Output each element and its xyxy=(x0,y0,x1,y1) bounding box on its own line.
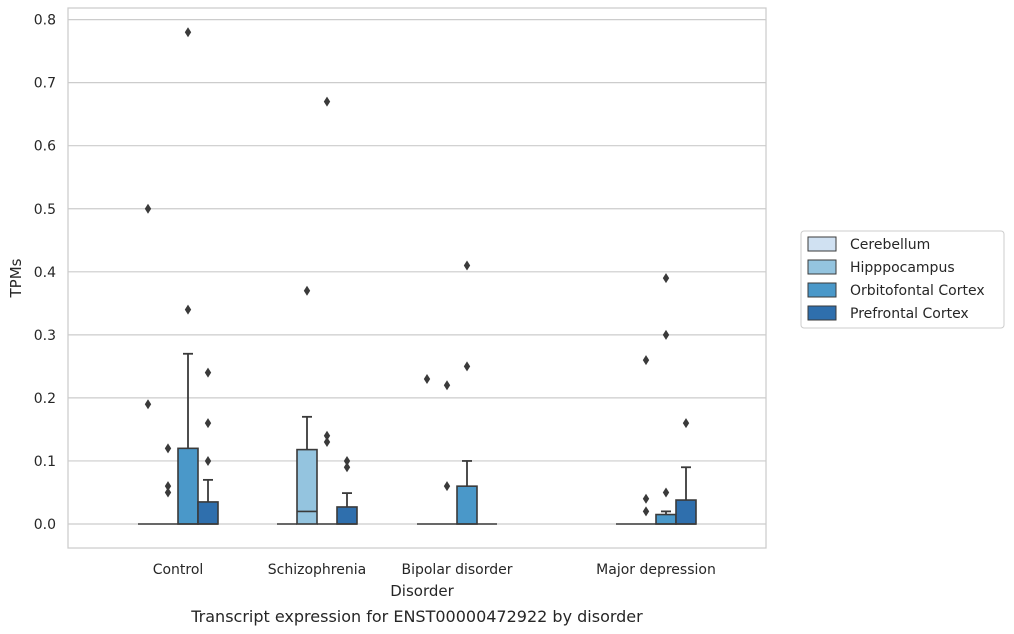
outlier-point xyxy=(164,443,172,454)
x-tick-labels: Control Schizophrenia Bipolar disorder Majo… xyxy=(153,562,716,578)
y-tick-label: 0.8 xyxy=(34,13,56,29)
legend-frame xyxy=(800,230,1005,329)
box-group xyxy=(456,260,478,525)
outlier-point xyxy=(204,367,212,378)
legend-swatch xyxy=(807,305,837,321)
box-group xyxy=(317,96,337,525)
outlier-point xyxy=(204,455,212,466)
y-tick-label: 0.4 xyxy=(34,265,56,281)
outlier-point xyxy=(463,361,471,372)
legend-item: Cerebellum xyxy=(807,236,930,253)
box xyxy=(456,485,478,525)
legend-item: Prefrontal Cortex xyxy=(807,305,969,322)
box-group xyxy=(336,455,358,525)
outlier-point xyxy=(164,481,172,492)
box xyxy=(197,501,219,525)
plot-area-frame xyxy=(67,7,767,549)
box-group xyxy=(675,418,697,525)
box xyxy=(655,513,677,525)
outlier-point xyxy=(443,481,451,492)
outlier-point xyxy=(682,418,690,429)
x-tick-label: Control xyxy=(153,562,204,578)
outlier-point xyxy=(303,285,311,296)
box-group xyxy=(158,443,178,525)
legend-items: Cerebellum Hipppocampus Orbitofontal Corte… xyxy=(807,236,985,322)
chart-caption: Transcript expression for ENST0000047292… xyxy=(190,607,643,626)
outlier-point xyxy=(642,506,650,517)
y-tick-labels: 0.0 0.1 0.2 0.3 0.4 0.5 0.6 0.7 0.8 xyxy=(34,13,56,533)
x-tick-label: Bipolar disorder xyxy=(401,562,512,578)
outlier-point xyxy=(144,203,152,214)
box-group xyxy=(437,380,457,525)
x-tick-label: Major depression xyxy=(596,562,716,578)
y-tick-label: 0.3 xyxy=(34,328,56,344)
y-tick-label: 0.1 xyxy=(34,454,56,470)
y-tick-label: 0.2 xyxy=(34,391,56,407)
outlier-point xyxy=(343,462,351,473)
outlier-point xyxy=(184,304,192,315)
box-group xyxy=(655,273,677,525)
legend-swatch xyxy=(807,282,837,298)
legend-swatch xyxy=(807,259,837,275)
x-axis-label: Disorder xyxy=(390,582,454,600)
legend-label: Hipppocampus xyxy=(850,260,955,276)
box-group xyxy=(636,355,656,525)
outlier-point xyxy=(323,96,331,107)
outlier-point xyxy=(662,329,670,340)
box-group xyxy=(197,367,219,525)
box xyxy=(296,448,318,525)
outlier-point xyxy=(662,273,670,284)
x-tick-label: Schizophrenia xyxy=(268,562,366,578)
boxes xyxy=(138,27,697,525)
legend-swatch xyxy=(807,236,837,252)
outlier-point xyxy=(443,380,451,391)
outlier-point xyxy=(204,418,212,429)
outlier-point xyxy=(642,355,650,366)
box xyxy=(675,499,697,525)
legend-label: Prefrontal Cortex xyxy=(850,306,969,322)
y-tick-label: 0.0 xyxy=(34,517,56,533)
box-group xyxy=(417,373,437,525)
outlier-point xyxy=(343,455,351,466)
outlier-point xyxy=(662,487,670,498)
legend: Cerebellum Hipppocampus Orbitofontal Corte… xyxy=(800,230,1005,329)
box-group xyxy=(296,285,318,525)
outlier-point xyxy=(423,373,431,384)
outlier-point xyxy=(323,437,331,448)
box xyxy=(336,506,358,525)
outlier-point xyxy=(463,260,471,271)
y-tick-label: 0.6 xyxy=(34,139,56,155)
box-group xyxy=(138,203,158,525)
outlier-point xyxy=(164,487,172,498)
outlier-point xyxy=(642,493,650,504)
legend-label: Cerebellum xyxy=(850,237,930,253)
y-tick-label: 0.5 xyxy=(34,202,56,218)
legend-label: Orbitofontal Cortex xyxy=(850,283,985,299)
y-tick-label: 0.7 xyxy=(34,76,56,92)
legend-item: Hipppocampus xyxy=(807,259,955,276)
y-axis-label: TPMs xyxy=(7,258,25,298)
box xyxy=(177,447,199,525)
outlier-point xyxy=(323,430,331,441)
box-group xyxy=(177,27,199,525)
outlier-point xyxy=(144,399,152,410)
legend-item: Orbitofontal Cortex xyxy=(807,282,985,299)
outlier-point xyxy=(184,27,192,38)
